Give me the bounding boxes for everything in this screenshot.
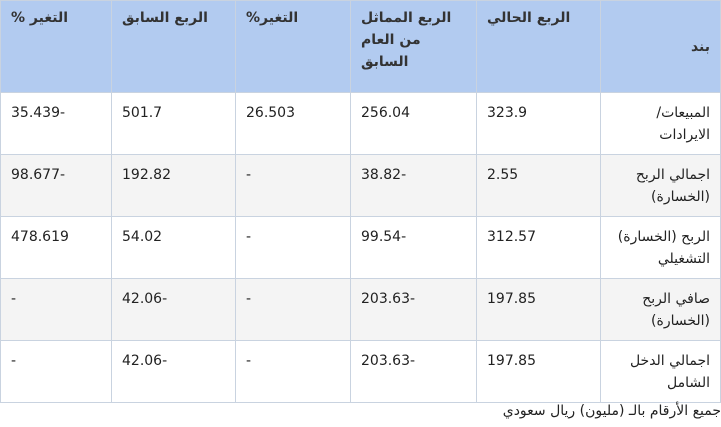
same-quarter-last-year-value: -38.82 xyxy=(350,154,477,217)
current-quarter-value: 312.57 xyxy=(476,216,601,279)
financial-results-table: بند الربع الحالي الربع المماثل من العام … xyxy=(0,0,721,403)
row-item-label: صافي الربح (الخسارة) xyxy=(600,278,721,341)
change-yoy-value: 26.503 xyxy=(235,92,351,155)
table-header-row: بند الربع الحالي الربع المماثل من العام … xyxy=(0,0,721,93)
row-item-label: اجمالي الدخل الشامل xyxy=(600,340,721,403)
change-qoq-value: -98.677 xyxy=(0,154,112,217)
change-yoy-value: - xyxy=(235,278,351,341)
change-qoq-value: - xyxy=(0,278,112,341)
previous-quarter-value: 192.82 xyxy=(111,154,236,217)
table-row: اجمالي الدخل الشامل 197.85 -203.63 - -42… xyxy=(0,340,721,403)
header-change-yoy: التغير% xyxy=(235,0,351,93)
previous-quarter-value: 501.7 xyxy=(111,92,236,155)
current-quarter-value: 197.85 xyxy=(476,278,601,341)
header-current-quarter: الربع الحالي xyxy=(476,0,601,93)
change-qoq-value: -35.439 xyxy=(0,92,112,155)
row-item-label: المبيعات/ الايرادات xyxy=(600,92,721,155)
row-item-label: اجمالي الربح (الخسارة) xyxy=(600,154,721,217)
same-quarter-last-year-value: -99.54 xyxy=(350,216,477,279)
units-footnote: جميع الأرقام بالـ (مليون) ريال سعودي xyxy=(502,403,721,419)
change-yoy-value: - xyxy=(235,154,351,217)
table-row: اجمالي الربح (الخسارة) 2.55 -38.82 - 192… xyxy=(0,154,721,217)
table-row: المبيعات/ الايرادات 323.9 256.04 26.503 … xyxy=(0,92,721,155)
previous-quarter-value: -42.06 xyxy=(111,340,236,403)
row-item-label: الربح (الخسارة) التشغيلي xyxy=(600,216,721,279)
previous-quarter-value: 54.02 xyxy=(111,216,236,279)
table-row: صافي الربح (الخسارة) 197.85 -203.63 - -4… xyxy=(0,278,721,341)
same-quarter-last-year-value: -203.63 xyxy=(350,278,477,341)
same-quarter-last-year-value: 256.04 xyxy=(350,92,477,155)
header-previous-quarter: الربع السابق xyxy=(111,0,236,93)
header-same-quarter-last-year: الربع المماثل من العام السابق xyxy=(350,0,477,93)
previous-quarter-value: -42.06 xyxy=(111,278,236,341)
change-yoy-value: - xyxy=(235,340,351,403)
current-quarter-value: 323.9 xyxy=(476,92,601,155)
table-row: الربح (الخسارة) التشغيلي 312.57 -99.54 -… xyxy=(0,216,721,279)
change-qoq-value: 478.619 xyxy=(0,216,112,279)
header-item: بند xyxy=(600,0,721,93)
change-yoy-value: - xyxy=(235,216,351,279)
change-qoq-value: - xyxy=(0,340,112,403)
current-quarter-value: 2.55 xyxy=(476,154,601,217)
same-quarter-last-year-value: -203.63 xyxy=(350,340,477,403)
current-quarter-value: 197.85 xyxy=(476,340,601,403)
header-change-qoq: التغير % xyxy=(0,0,112,93)
